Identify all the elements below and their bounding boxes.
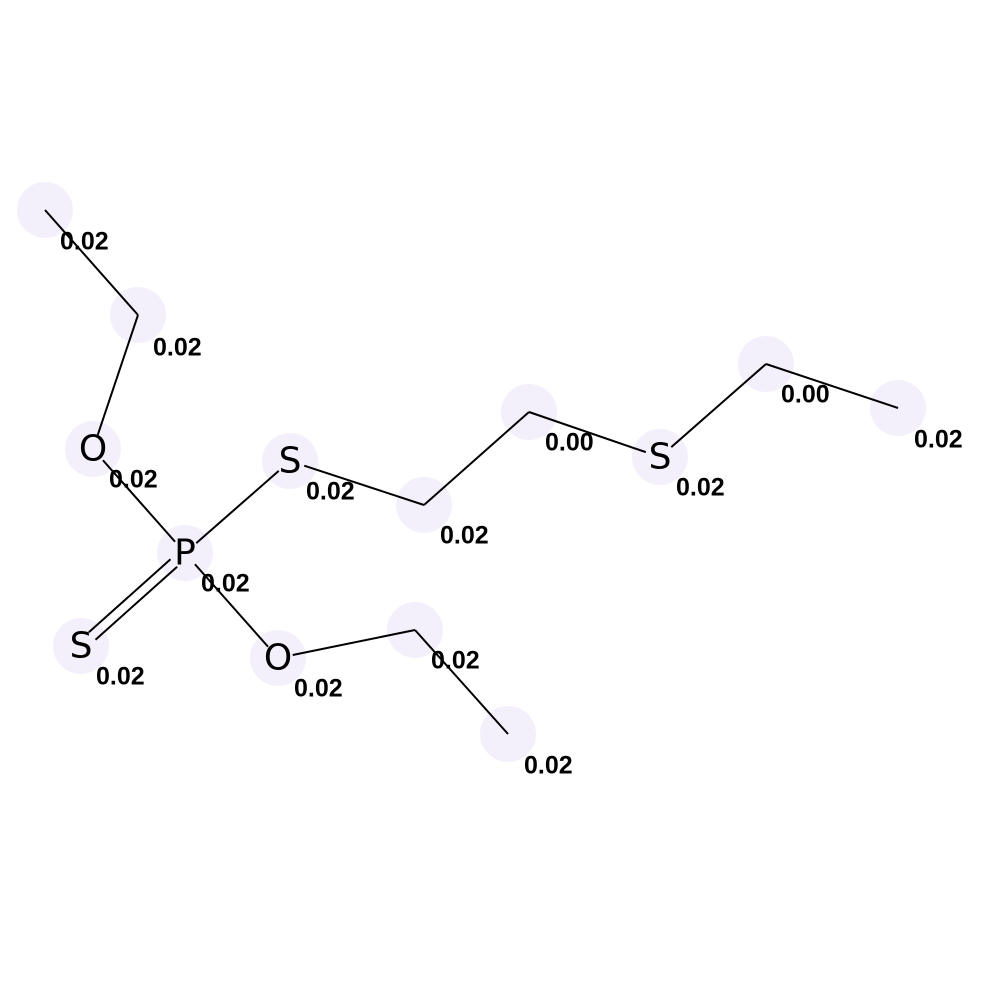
- atom-value-s_dbl: 0.02: [96, 663, 145, 691]
- atom-symbol-s1: S: [279, 441, 302, 482]
- bond-p1-o2: [194, 563, 269, 648]
- atom-value-c7: 0.00: [781, 381, 830, 409]
- bond-o2-c3: [292, 629, 416, 656]
- atom-highlight-o2: [250, 630, 306, 686]
- bond-p1-s_dbl-line2: [88, 558, 172, 634]
- atom-value-c6: 0.00: [545, 429, 594, 457]
- bond-c1-c2: [44, 209, 139, 316]
- atom-highlight-s_dbl: [53, 618, 109, 674]
- atom-value-s2: 0.02: [676, 474, 725, 502]
- atom-highlight-s2: [632, 429, 688, 485]
- bond-c2-o1: [96, 314, 139, 436]
- atom-symbol-o1: O: [79, 429, 107, 470]
- atom-value-c4: 0.02: [524, 752, 573, 780]
- atom-value-c5: 0.02: [440, 522, 489, 550]
- bond-p1-s1: [195, 470, 280, 544]
- bond-s2-c7: [670, 363, 767, 448]
- bond-c7-c8: [765, 363, 899, 409]
- bond-c3-c4: [414, 629, 509, 735]
- atom-value-s1: 0.02: [306, 478, 355, 506]
- atom-value-layer: 0.02 0.02 0.02 0.02 0.02 0.02 0.02 0.02 0.02 0.02…: [60, 228, 963, 780]
- atom-symbol-s_dbl: S: [70, 626, 93, 667]
- atom-value-c2: 0.02: [153, 334, 202, 362]
- atom-symbol-s2: S: [649, 437, 672, 478]
- atom-value-c1: 0.02: [60, 228, 109, 256]
- bond-c6-s2: [528, 411, 647, 454]
- atom-value-o2: 0.02: [294, 675, 343, 703]
- bond-s1-c5: [303, 464, 425, 506]
- atom-value-o1: 0.02: [109, 466, 158, 494]
- atom-symbol-p1: P: [174, 533, 196, 574]
- atom-highlight-s1: [262, 433, 318, 489]
- bond-o1-p1: [102, 459, 176, 543]
- atom-value-c8: 0.02: [914, 426, 963, 454]
- bond-p1-s_dbl-line1: [94, 565, 178, 641]
- atom-highlight-o1: [65, 421, 121, 477]
- atom-label-layer: O P S O S S: [70, 429, 672, 679]
- atom-highlight-p1: [157, 525, 213, 581]
- bond-c5-c6: [423, 411, 530, 506]
- atom-value-p1: 0.02: [201, 570, 250, 598]
- atom-value-c3: 0.02: [431, 647, 480, 675]
- atom-symbol-o2: O: [264, 638, 292, 679]
- bond-layer: [44, 209, 899, 735]
